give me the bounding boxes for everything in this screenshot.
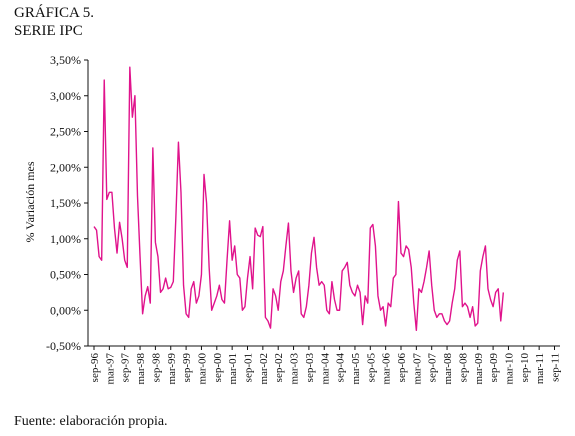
x-tick-label: sep-98 [150, 353, 162, 383]
x-tick-label: sep-07 [427, 353, 439, 383]
x-tick-label: sep-08 [457, 353, 469, 383]
y-tick-label: 2,00% [50, 160, 81, 174]
x-tick-label: mar-98 [135, 353, 147, 385]
x-tick-label: mar-01 [227, 353, 239, 385]
x-tick-label: mar-05 [350, 353, 362, 385]
y-tick-label: 0,50% [50, 268, 81, 282]
x-tick-label: sep-05 [365, 353, 377, 383]
title-block: GRÁFICA 5. SERIE IPC [14, 4, 94, 40]
chart-title: SERIE IPC [14, 23, 83, 39]
x-tick-label: sep-97 [120, 353, 132, 383]
x-tick-label: sep-99 [181, 353, 193, 383]
x-tick-label: mar-06 [381, 353, 393, 385]
x-tick-label: sep-06 [396, 353, 408, 383]
series-line-ipc [93, 66, 505, 331]
y-tick-label: 1,50% [50, 196, 81, 210]
x-tick-label: mar-00 [196, 353, 208, 385]
x-tick-label: mar-02 [258, 353, 270, 385]
x-tick-label: mar-99 [166, 353, 178, 385]
x-tick-label: sep-03 [304, 353, 316, 383]
y-axis-label: % Variación mes [23, 161, 37, 242]
x-tick-label: sep-10 [519, 353, 531, 383]
y-tick-label: 3,50% [50, 53, 81, 67]
y-tick-label: 0,00% [50, 303, 81, 317]
y-axis: -0,50% 0,00% 0,50% 1,00% 1,50% 2,00% 2,50% 3,00… [46, 53, 89, 353]
x-axis: sep-96 mar-97 sep-97 mar-98 sep-98 mar-99 sep-… [88, 345, 562, 385]
x-tick-label: mar-10 [503, 353, 515, 385]
x-tick-label: mar-08 [442, 353, 454, 385]
x-tick-label: mar-09 [473, 353, 485, 385]
plot-area [93, 66, 505, 331]
x-tick-label: mar-07 [411, 353, 423, 385]
x-tick-label: mar-04 [319, 353, 331, 385]
y-tick-label: -0,50% [46, 339, 81, 353]
figure-label: GRÁFICA 5. [14, 5, 95, 21]
x-tick-label: sep-01 [243, 353, 255, 382]
x-tick-label: sep-09 [488, 353, 500, 383]
x-tick-label: mar-11 [534, 353, 546, 384]
x-tick-label: sep-00 [212, 353, 224, 383]
x-tick-label: sep-11 [550, 353, 562, 382]
y-tick-label: 1,00% [50, 232, 81, 246]
y-tick-label: 2,50% [50, 125, 81, 139]
y-tick-label: 3,00% [50, 89, 81, 103]
x-tick-label: sep-04 [335, 353, 347, 383]
x-tick-label: mar-97 [104, 353, 116, 385]
x-tick-label: mar-03 [289, 353, 301, 385]
source-note: Fuente: elaboración propia. [14, 414, 168, 429]
x-tick-label: sep-96 [89, 353, 101, 383]
x-tick-label: sep-02 [273, 353, 285, 382]
